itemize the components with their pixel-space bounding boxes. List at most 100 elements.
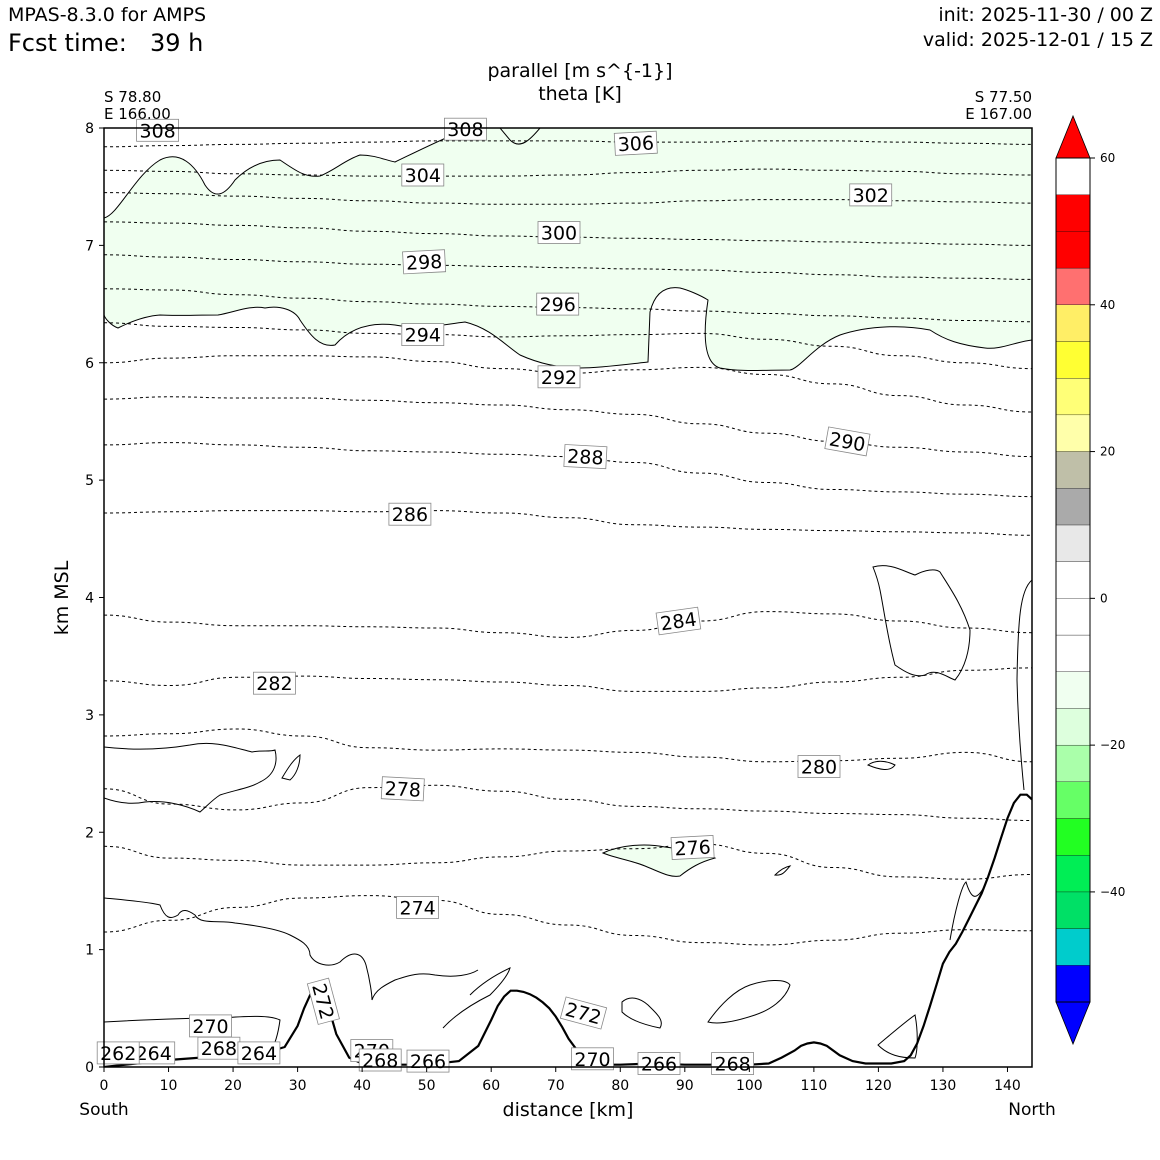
- contour-label-text: 300: [541, 223, 577, 245]
- contour-label-box: [559, 996, 608, 1030]
- x-tick-label: 90: [676, 1078, 694, 1094]
- colorbar-tick-label: 0: [1100, 591, 1108, 605]
- start-direction: South: [79, 1100, 129, 1120]
- y-tick-label: 8: [85, 121, 94, 137]
- contour-label-266: 266: [406, 1049, 450, 1073]
- contour-label-text: 264: [136, 1043, 172, 1065]
- zero-contour-small-loop: [281, 754, 301, 781]
- colorbar-tick-label: −40: [1100, 885, 1125, 899]
- x-tick-label: 20: [224, 1078, 242, 1094]
- colorbar-bin: [1055, 781, 1091, 819]
- theta-contour-286: [104, 510, 1032, 536]
- contour-label-text: 270: [574, 1049, 610, 1071]
- colorbar-bin: [1055, 891, 1091, 929]
- colorbar-tick-label: 20: [1100, 445, 1115, 459]
- theta-contour-280: [104, 728, 1032, 763]
- contour-label-300: 300: [537, 221, 581, 245]
- colorbar-bin: [1055, 598, 1091, 636]
- contour-label-box: [396, 896, 440, 919]
- colorbar-bin: [1055, 671, 1091, 709]
- theta-contour-304: [104, 168, 1032, 177]
- theta-contour-298: [104, 254, 1032, 280]
- contour-label-box: [306, 977, 340, 1025]
- contour-label-text: 262: [100, 1043, 136, 1065]
- y-tick-label: 3: [85, 708, 94, 724]
- x-tick-label: 50: [418, 1078, 436, 1094]
- zero-contour-low-center: [442, 967, 511, 1029]
- theta-contour-274: [104, 895, 1032, 946]
- shaded-region-upper: [104, 128, 1032, 371]
- x-axis-label: distance [km]: [502, 1099, 634, 1121]
- contour-label-text: 286: [392, 504, 428, 526]
- theta-contour-306: [104, 140, 1032, 148]
- contour-label-text: 298: [405, 251, 442, 275]
- zero-contour-right-edge: [1016, 579, 1032, 791]
- contour-label-box: [237, 1041, 281, 1065]
- contour-label-box: [388, 502, 432, 526]
- contour-label-box: [563, 444, 608, 470]
- colorbar: 60 40 20 0 −20 −40: [1055, 114, 1125, 1046]
- x-tick-label: 100: [736, 1078, 763, 1094]
- contour-label-text: 266: [641, 1054, 677, 1076]
- contour-label-box: [136, 118, 180, 142]
- colorbar-extend-high: [1055, 114, 1091, 159]
- y-tick-label: 4: [85, 591, 94, 607]
- y-axis-ticks: 0 1 2 3 4 5 6 7 8: [85, 121, 104, 1076]
- y-tick-label: 5: [85, 473, 94, 489]
- forecast-time-label: Fcst time:: [8, 29, 127, 57]
- forecast-time-value: 39 h: [150, 29, 204, 57]
- y-tick-label: 2: [85, 825, 94, 841]
- contour-label-306: 306: [613, 130, 658, 156]
- contour-label-302: 302: [849, 183, 893, 207]
- end-lon: E 167.00: [965, 105, 1032, 123]
- contour-label-box: [849, 183, 893, 207]
- contour-label-290: 290: [824, 426, 871, 457]
- zero-contour-small-blob: [866, 760, 896, 770]
- contour-label-text: 270: [192, 1016, 228, 1038]
- contour-label-264: 264: [237, 1041, 281, 1065]
- y-tick-label: 7: [85, 238, 94, 254]
- contour-label-text: 268: [714, 1054, 750, 1076]
- colorbar-bin: [1055, 561, 1091, 599]
- contour-label-box: [655, 606, 702, 636]
- theta-contour-282: [104, 667, 1032, 692]
- theta-contour-302: [104, 192, 1032, 205]
- colorbar-bin: [1055, 928, 1091, 966]
- contour-label-308: 308: [443, 117, 487, 141]
- end-direction: North: [1008, 1100, 1056, 1120]
- zero-contour-low-mid: [621, 997, 662, 1029]
- contour-label-text: 274: [399, 897, 435, 919]
- contour-label-304: 304: [401, 163, 445, 187]
- init-time: init: 2025-11-30 / 00 Z: [938, 4, 1153, 26]
- y-tick-label: 0: [85, 1060, 94, 1076]
- colorbar-bin: [1055, 634, 1091, 672]
- colorbar-bin: [1055, 451, 1091, 489]
- contour-label-text: 266: [410, 1051, 446, 1073]
- x-tick-label: 70: [547, 1078, 565, 1094]
- contour-label-text: 276: [674, 837, 711, 861]
- contour-label-text: 302: [853, 185, 889, 207]
- plot-area: 308 308 306 304 302 300 298 296 294 292 290 288 286 2…: [96, 117, 1033, 1076]
- contour-label-284: 284: [655, 606, 702, 636]
- colorbar-bin: [1055, 965, 1091, 1003]
- contour-label-box: [571, 1047, 614, 1071]
- contour-label-text: 278: [384, 778, 421, 802]
- contour-label-box: [536, 292, 580, 316]
- colorbar-bin: [1055, 708, 1091, 746]
- contour-label-box: [358, 1048, 402, 1072]
- contour-labels: 308 308 306 304 302 300 298 296 294 292 290 288 286 2…: [96, 117, 893, 1076]
- contour-label-box: [797, 755, 841, 778]
- colorbar-bin: [1055, 855, 1091, 893]
- zero-contour-low-right: [877, 1014, 918, 1059]
- contour-label-268: 268: [358, 1048, 402, 1072]
- contour-label-274: 274: [396, 896, 440, 919]
- colorbar-extend-low: [1055, 1001, 1091, 1046]
- x-tick-label: 140: [994, 1078, 1021, 1094]
- contour-label-292: 292: [537, 365, 581, 389]
- contour-label-text: 294: [405, 325, 441, 347]
- contour-label-270: 270: [571, 1047, 614, 1071]
- colorbar-bin: [1055, 488, 1091, 526]
- colorbar-bin: [1055, 818, 1091, 856]
- contour-label-box: [824, 426, 871, 457]
